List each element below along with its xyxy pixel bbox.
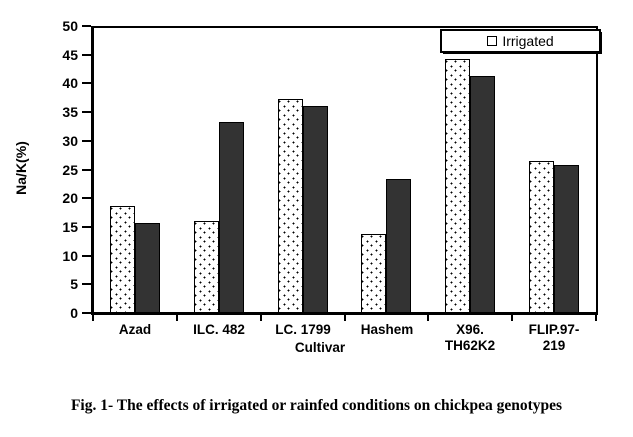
x-category-label: LC. 1799 [275, 322, 331, 337]
x-category-label: Hashem [360, 322, 414, 337]
plot-area: Irrigated [93, 26, 601, 313]
x-tick-mark [511, 313, 513, 321]
x-tick-mark [92, 313, 94, 321]
y-tick-mark [82, 255, 91, 257]
y-tick-mark [82, 140, 91, 142]
bar-irrigated-0 [110, 206, 135, 313]
bar-rainfed-0 [135, 223, 160, 313]
figure-caption: Fig. 1- The effects of irrigated or rain… [70, 397, 563, 414]
bar-irrigated-2 [278, 99, 303, 313]
x-tick-mark [260, 313, 262, 321]
y-tick-mark [82, 111, 91, 113]
bar-irrigated-1 [194, 221, 219, 313]
y-tick-mark [82, 54, 91, 56]
y-tick-mark [82, 82, 91, 84]
bar-chart: Na/K(%) Irrigated Cultivar 0 5 10 15 20 25 30 3… [13, 18, 601, 355]
bar-rainfed-3 [386, 179, 411, 313]
bar-rainfed-1 [219, 122, 244, 313]
plot-top-border [93, 26, 596, 28]
x-axis-title: Cultivar [294, 340, 346, 355]
x-tick-mark [176, 313, 178, 321]
bar-rainfed-5 [554, 165, 579, 313]
y-tick-label: 25 [62, 162, 78, 178]
y-tick-label: 30 [62, 133, 78, 149]
y-tick-mark [82, 226, 91, 228]
x-tick-mark [344, 313, 346, 321]
y-tick-label: 45 [62, 47, 78, 63]
legend-marker-icon [487, 36, 498, 46]
plot-right-border [596, 26, 598, 313]
x-category-label: Azad [118, 322, 152, 337]
bar-irrigated-3 [361, 234, 386, 313]
y-tick-mark [82, 169, 91, 171]
y-tick-mark [82, 197, 91, 199]
y-tick-label: 5 [70, 276, 78, 292]
y-tick-label: 10 [62, 248, 78, 264]
legend: Irrigated [440, 29, 601, 53]
y-tick-label: 35 [62, 104, 78, 120]
bar-rainfed-2 [303, 106, 328, 313]
y-tick-mark [82, 25, 91, 27]
legend-label-irrigated: Irrigated [502, 33, 554, 49]
y-axis-title: Na/K(%) [13, 141, 29, 195]
x-tick-mark [427, 313, 429, 321]
bar-rainfed-4 [470, 76, 495, 313]
y-tick-label: 50 [62, 18, 78, 34]
x-category-label: FLIP.97- 219 [528, 322, 580, 353]
x-tick-mark [595, 313, 597, 321]
y-tick-label: 15 [62, 219, 78, 235]
y-tick-mark [82, 283, 91, 285]
x-category-label: X96. TH62K2 [444, 322, 496, 353]
y-axis-line [91, 26, 94, 315]
y-tick-label: 0 [70, 305, 78, 321]
y-tick-label: 40 [62, 75, 78, 91]
x-category-label: ILC. 482 [193, 322, 245, 337]
bar-irrigated-5 [529, 161, 554, 313]
y-tick-mark [82, 312, 91, 314]
y-tick-label: 20 [62, 190, 78, 206]
bar-irrigated-4 [445, 59, 470, 313]
